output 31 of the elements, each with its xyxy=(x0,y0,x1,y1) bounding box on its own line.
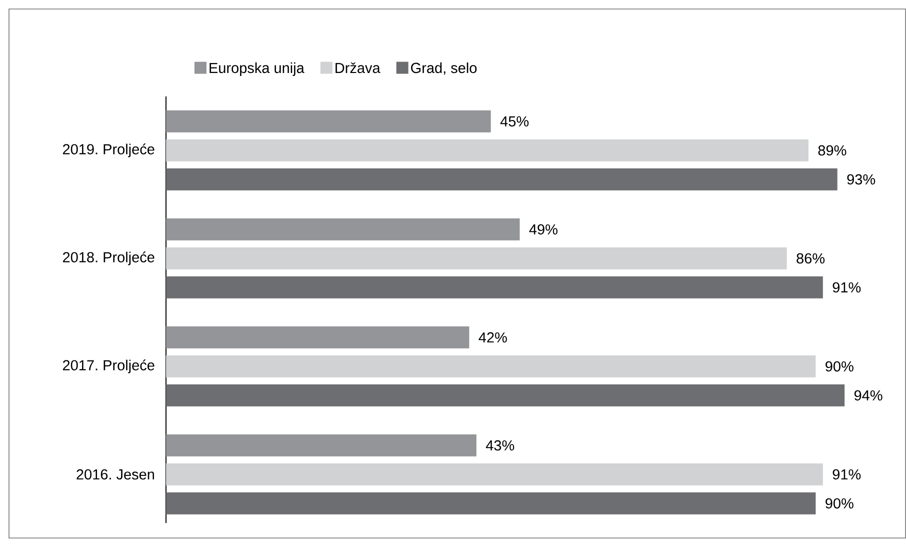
bar xyxy=(166,139,808,162)
bar xyxy=(166,434,476,456)
bar xyxy=(166,463,823,486)
data-label: 42% xyxy=(478,332,507,342)
data-label: 91% xyxy=(832,469,861,480)
legend-label: Država xyxy=(336,62,380,74)
bar xyxy=(166,384,845,406)
legend-label: Europska unija xyxy=(210,62,304,76)
data-label: 89% xyxy=(818,145,846,156)
data-label: 90% xyxy=(826,498,854,509)
data-label: 49% xyxy=(529,224,558,235)
data-label: 45% xyxy=(500,116,529,126)
y-tick-label: 2019. Proljeće xyxy=(63,144,154,158)
bar xyxy=(166,492,816,514)
legend-label: Grad, selo xyxy=(411,62,477,75)
bar xyxy=(166,110,491,132)
bar xyxy=(166,247,787,270)
data-label: 94% xyxy=(854,390,882,401)
data-label: 86% xyxy=(796,253,825,264)
data-label: 43% xyxy=(486,440,514,451)
bar xyxy=(166,218,520,240)
y-tick-label: 2017. Proljeće xyxy=(63,360,154,374)
data-label: 91% xyxy=(832,282,861,293)
y-tick-label: 2018. Proljeće xyxy=(63,252,154,266)
bar xyxy=(166,276,823,298)
data-label: 90% xyxy=(826,361,854,372)
data-label: 93% xyxy=(847,174,876,185)
bar xyxy=(166,355,816,378)
bar xyxy=(166,326,470,348)
bar xyxy=(166,168,838,190)
y-tick-label: 2016. Jesen xyxy=(76,469,154,480)
